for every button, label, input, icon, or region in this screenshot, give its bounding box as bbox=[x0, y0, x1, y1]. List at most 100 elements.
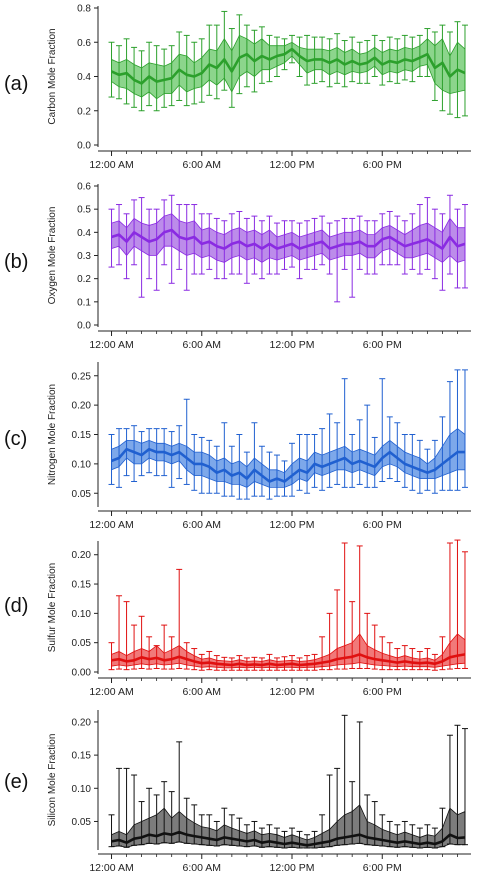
x-tick-label: 12:00 PM bbox=[270, 159, 315, 171]
y-tick-label: 0.5 bbox=[77, 205, 91, 216]
error-bar bbox=[191, 204, 198, 275]
error-bar bbox=[123, 428, 130, 477]
error-bar bbox=[386, 642, 393, 671]
error-bar bbox=[213, 445, 220, 494]
mean-line bbox=[111, 228, 466, 250]
error-bar bbox=[349, 434, 356, 488]
error-bar bbox=[446, 381, 453, 491]
error-bar bbox=[349, 36, 356, 83]
error-bar bbox=[108, 434, 115, 485]
y-tick-label: 0.10 bbox=[72, 609, 92, 620]
error-bar bbox=[304, 655, 311, 671]
error-bar bbox=[183, 34, 190, 107]
error-bar bbox=[161, 48, 168, 108]
error-bar bbox=[108, 208, 115, 268]
y-tick-label: 0.6 bbox=[77, 38, 91, 49]
error-bar bbox=[251, 422, 258, 497]
error-bar bbox=[386, 416, 393, 480]
error-bar bbox=[319, 636, 326, 671]
x-tick-label: 6:00 AM bbox=[183, 862, 222, 874]
y-tick-label: 0.3 bbox=[77, 251, 91, 262]
mean-line bbox=[111, 447, 465, 483]
error-bar bbox=[221, 10, 228, 91]
error-bar bbox=[251, 820, 258, 847]
error-bar bbox=[206, 814, 213, 846]
error-bar bbox=[116, 595, 123, 670]
error-bar bbox=[213, 217, 220, 280]
error-bar bbox=[446, 31, 453, 115]
error-bar bbox=[146, 41, 153, 107]
error-bar bbox=[108, 642, 115, 671]
error-bar bbox=[168, 45, 175, 107]
error-bar bbox=[334, 422, 341, 485]
error-bar bbox=[416, 204, 423, 275]
x-tick-label: 6:00 PM bbox=[363, 159, 402, 171]
panel-a: (a) Carbon Mole Fraction 0.0 0.2 0.4 0.6 0.8 12… bbox=[4, 4, 471, 171]
error-bar bbox=[446, 194, 453, 275]
error-bar bbox=[131, 425, 138, 482]
y-tick-label: 0.20 bbox=[72, 717, 92, 728]
error-bar bbox=[334, 220, 341, 303]
error-bar bbox=[304, 434, 311, 494]
error-bar bbox=[424, 197, 431, 270]
x-tick-label: 6:00 AM bbox=[183, 686, 222, 698]
error-bar bbox=[213, 820, 220, 847]
x-tick-label: 6:00 PM bbox=[363, 519, 402, 531]
error-bar bbox=[176, 31, 183, 101]
y-axis-label: Sulfur Mole Fraction bbox=[47, 563, 58, 652]
error-bar bbox=[161, 624, 168, 670]
error-bar bbox=[228, 28, 235, 108]
error-bar bbox=[446, 542, 453, 670]
error-bar bbox=[341, 378, 348, 488]
y-tick-label: 0.20 bbox=[72, 550, 92, 561]
panel-e: (e) Silicon Mole Fraction 0.05 0.10 0.15 0.20… bbox=[4, 710, 471, 874]
error-bar bbox=[416, 439, 423, 494]
y-tick-label: 0.0 bbox=[77, 321, 91, 332]
error-bar bbox=[273, 827, 280, 848]
mean-line bbox=[111, 653, 466, 667]
x-tick-label: 6:00 PM bbox=[363, 686, 402, 698]
error-bar bbox=[198, 814, 205, 846]
error-bar bbox=[424, 648, 431, 671]
error-bar bbox=[349, 781, 356, 845]
error-bar bbox=[281, 460, 288, 497]
panel-c: (c) Nitrogen Mole Fraction 0.05 0.10 0.15 0.2… bbox=[4, 362, 471, 531]
y-axis-label: Nitrogen Mole Fraction bbox=[47, 384, 58, 485]
error-bar bbox=[236, 434, 243, 500]
y-tick-label: 0.10 bbox=[72, 784, 92, 795]
error-bar bbox=[213, 24, 220, 100]
y-tick-label: 0.0 bbox=[77, 141, 91, 152]
panel-d: (d) Sulfur Mole Fraction 0.00 0.05 0.10 0.15 0… bbox=[4, 539, 471, 698]
x-tick-label: 12:00 PM bbox=[270, 339, 315, 351]
error-bar bbox=[334, 767, 341, 846]
error-bar bbox=[191, 648, 198, 671]
error-bar bbox=[296, 222, 303, 280]
error-bar bbox=[191, 41, 198, 105]
error-bar bbox=[116, 767, 123, 847]
error-bar bbox=[289, 442, 296, 497]
error-bar bbox=[424, 28, 431, 77]
x-tick-label: 12:00 PM bbox=[270, 862, 315, 874]
x-tick-label: 6:00 AM bbox=[183, 519, 222, 531]
y-tick-label: 0.4 bbox=[77, 228, 91, 239]
error-bar bbox=[379, 636, 386, 671]
error-bar bbox=[228, 445, 235, 497]
error-bar bbox=[341, 542, 348, 670]
y-tick-label: 0.15 bbox=[72, 751, 92, 762]
error-bar bbox=[461, 24, 468, 117]
x-tick-label: 12:00 AM bbox=[89, 686, 133, 698]
error-bar bbox=[356, 41, 363, 84]
error-bar bbox=[416, 650, 423, 671]
error-bar bbox=[371, 34, 378, 77]
x-tick-label: 6:00 AM bbox=[183, 339, 222, 351]
error-bar bbox=[394, 38, 401, 84]
panel-letter: (c) bbox=[4, 428, 27, 450]
error-bar bbox=[371, 436, 378, 488]
error-bar bbox=[364, 404, 371, 488]
error-bar bbox=[258, 827, 265, 848]
y-axis-label: Oxygen Mole Fraction bbox=[47, 207, 58, 305]
error-bar bbox=[131, 624, 138, 670]
error-bar bbox=[243, 824, 250, 848]
y-tick-label: 0.8 bbox=[77, 4, 91, 15]
error-bar bbox=[326, 774, 333, 848]
